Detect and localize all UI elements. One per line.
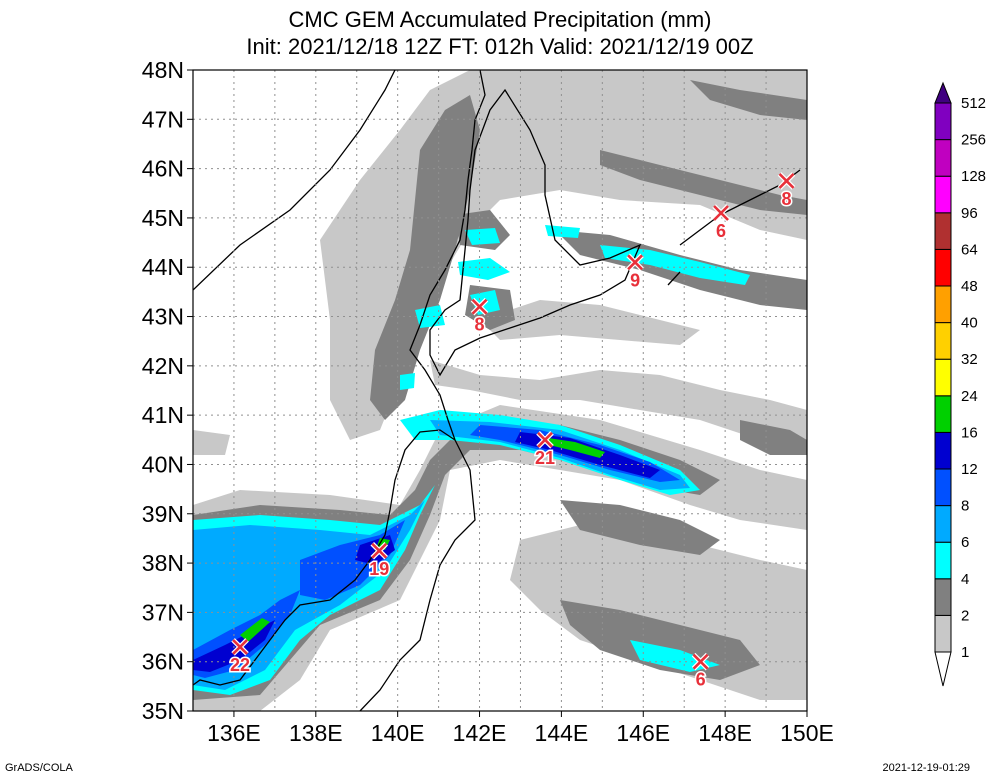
- colorbar-box: [934, 614, 952, 653]
- colorbar-max-triangle: [934, 81, 952, 104]
- lat-label: 42N: [142, 353, 184, 379]
- colorbar-box: [934, 175, 952, 214]
- marker-value: 6: [696, 670, 706, 690]
- colorbar-box: [934, 212, 952, 250]
- marker-value: 8: [782, 189, 792, 209]
- marker-x-icon: [713, 205, 729, 221]
- marker-x-icon: [692, 653, 709, 670]
- lon-label: 136E: [207, 720, 261, 746]
- footer-left: GrADS/COLA: [5, 762, 73, 774]
- plot-frame: [192, 69, 808, 712]
- lat-label: 38N: [142, 550, 184, 576]
- precip-max-marker: 22: [229, 638, 252, 676]
- colorbar-label: 24: [961, 388, 978, 405]
- marker-x-icon: [778, 173, 795, 189]
- colorbar-label: 96: [961, 205, 978, 222]
- colorbar-label: 64: [961, 241, 978, 258]
- precip-max-marker: 8: [470, 297, 489, 336]
- lon-label: 146E: [616, 720, 670, 746]
- lat-label: 41N: [142, 402, 184, 428]
- colorbar-box: [934, 431, 952, 470]
- colorbar-box: [934, 358, 952, 397]
- colorbar-label: 128: [961, 168, 986, 185]
- colorbar-label: 12: [961, 461, 978, 478]
- colorbar-label: 4: [961, 571, 969, 588]
- chart-title: CMC GEM Accumulated Precipitation (mm): [288, 7, 712, 32]
- colorbar-box: [934, 102, 952, 141]
- chart-subtitle: Init: 2021/12/18 12Z FT: 012h Valid: 202…: [246, 34, 754, 59]
- lon-label: 150E: [780, 720, 834, 746]
- colorbar-label: 32: [961, 351, 978, 368]
- lat-label: 35N: [142, 698, 184, 724]
- marker-value: 21: [535, 448, 555, 468]
- colorbar-label: 16: [961, 424, 978, 441]
- colorbar-box: [934, 505, 952, 543]
- marker-value: 22: [230, 655, 250, 675]
- marker-value: 8: [475, 315, 485, 335]
- lat-label: 46N: [142, 156, 184, 182]
- precip-max-marker: 21: [534, 431, 557, 469]
- marker-value: 19: [369, 559, 389, 579]
- lat-label: 36N: [142, 649, 184, 675]
- colorbar-box: [934, 468, 952, 507]
- colorbar-label: 48: [961, 278, 978, 295]
- precipitation-field: [193, 70, 807, 711]
- marker-x-icon: [471, 298, 488, 315]
- marker-x-icon: [627, 254, 643, 271]
- marker-value: 6: [716, 221, 726, 241]
- marker-value: 9: [630, 270, 640, 290]
- longitude-labels: 136E 138E 140E 142E 144E 146E 148E 150E: [207, 711, 834, 746]
- lat-label: 47N: [142, 106, 184, 132]
- colorbar-label: 1: [961, 644, 969, 661]
- colorbar-label: 8: [961, 498, 969, 515]
- colorbar-min-triangle: [934, 651, 952, 687]
- lon-label: 148E: [698, 720, 752, 746]
- precip-max-marker: 8: [777, 172, 796, 210]
- marker-x-icon: [232, 638, 248, 655]
- marker-x-icon: [371, 542, 388, 559]
- lat-label: 48N: [142, 57, 184, 83]
- colorbar-label: 512: [961, 95, 986, 112]
- latitude-labels: 48N 47N 46N 45N 44N 43N 42N 41N 40N 39N 38N 37N 36N 3…: [142, 57, 193, 724]
- footer-timestamp: 2021-12-19-01:29: [882, 762, 970, 774]
- precip-max-marker: 6: [712, 204, 730, 242]
- colorbar-label: 256: [961, 132, 986, 149]
- station-markers: 22 19 21 8 9 6 8 6: [229, 172, 796, 691]
- lon-label: 144E: [535, 720, 589, 746]
- colorbar-box: [934, 285, 952, 324]
- colorbar-box: [934, 578, 952, 616]
- colorbar-label: 6: [961, 534, 969, 551]
- precip-max-marker: 6: [691, 652, 710, 691]
- lon-label: 138E: [289, 720, 343, 746]
- lat-label: 37N: [142, 599, 184, 625]
- colorbar-label: 2: [961, 607, 969, 624]
- lat-label: 39N: [142, 501, 184, 527]
- lat-label: 44N: [142, 254, 184, 280]
- colorbar-box: [934, 541, 952, 580]
- lat-label: 45N: [142, 205, 184, 231]
- colorbar-box: [934, 322, 952, 360]
- lat-label: 43N: [142, 304, 184, 330]
- colorbar-box: [934, 139, 952, 177]
- lon-label: 140E: [371, 720, 425, 746]
- precip-max-marker: 19: [368, 541, 391, 580]
- colorbar-label: 40: [961, 315, 978, 332]
- lat-label: 40N: [142, 451, 184, 477]
- colorbar-box: [934, 395, 952, 433]
- precip-max-marker: 9: [626, 253, 644, 292]
- lon-label: 142E: [453, 720, 507, 746]
- marker-x-icon: [537, 431, 553, 448]
- map-grid: [193, 70, 807, 711]
- colorbar-box: [934, 248, 952, 287]
